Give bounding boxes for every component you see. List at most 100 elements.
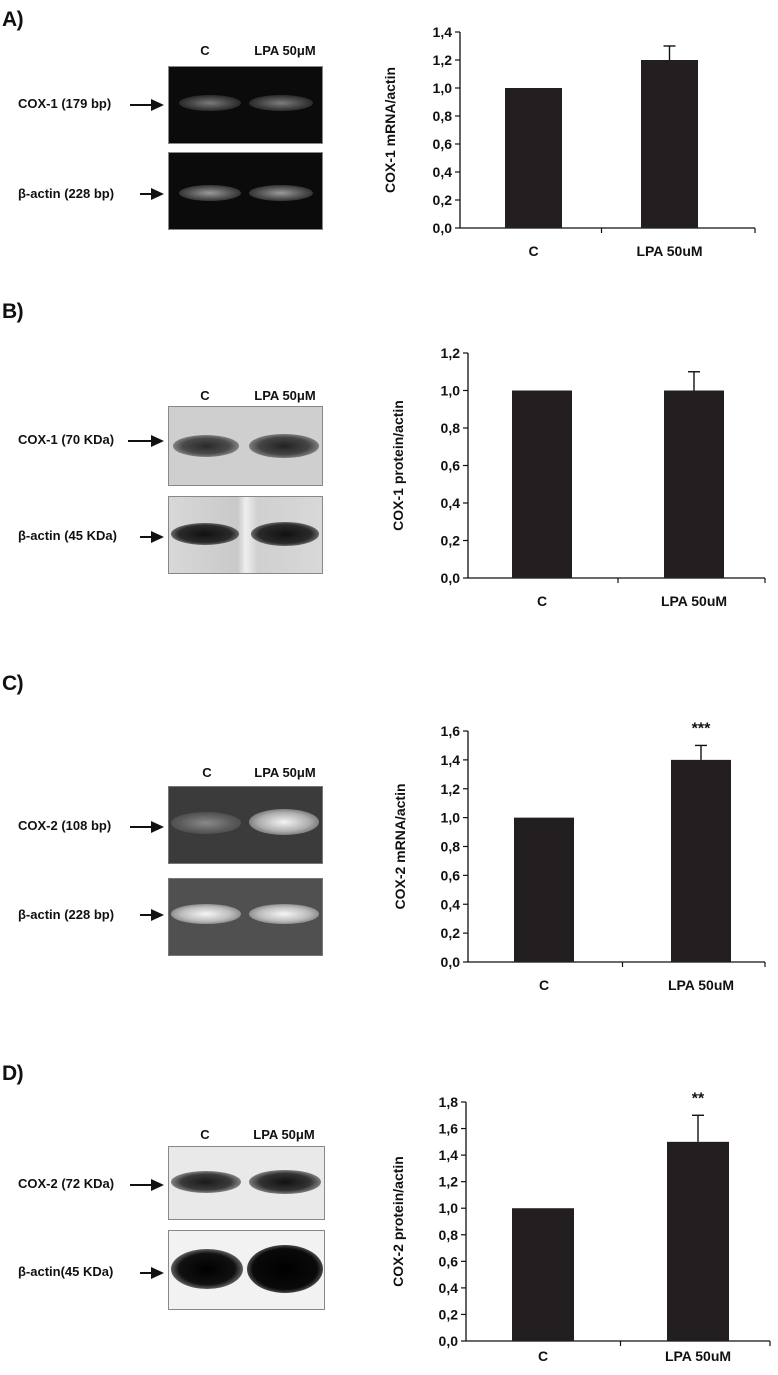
x-tick-label: C	[528, 243, 538, 259]
band-control	[171, 1249, 243, 1289]
y-tick-label: 0,8	[441, 839, 461, 855]
panel-d: D) C LPA 50μM COX-2 (72 KDa) β-actin(45 …	[0, 1020, 778, 1375]
y-tick-label: 0,0	[439, 1333, 459, 1349]
arrow-icon	[130, 99, 164, 111]
blot-label: COX-2 (72 KDa)	[18, 1176, 115, 1191]
bar	[505, 88, 562, 228]
arrow-icon	[140, 909, 164, 921]
gel-beta-actin	[168, 152, 323, 230]
x-tick-label: C	[537, 593, 547, 609]
y-tick-label: 1,0	[441, 383, 461, 399]
band-control	[179, 95, 241, 111]
y-tick-label: 1,6	[439, 1121, 459, 1137]
arrow-icon	[130, 1179, 164, 1191]
band-lpa	[247, 1245, 323, 1293]
lane-label-control: C	[202, 765, 212, 780]
bar	[641, 60, 698, 228]
y-axis-label: COX-1 mRNA/actin	[382, 67, 398, 193]
gel-cox1	[168, 66, 323, 144]
panel-label: B)	[2, 300, 24, 323]
bar	[514, 817, 574, 962]
y-axis-label: COX-2 protein/actin	[390, 1156, 406, 1287]
bar	[664, 390, 724, 578]
bar	[671, 759, 731, 962]
bar-chart: 0,0 0,2 0,4 0,6 0,8 1,0 1,2 1,4 1,6 1,8 C ** LPA 50u…	[390, 1090, 771, 1364]
lane-label-lpa: LPA 50μM	[254, 43, 316, 58]
band-lpa	[249, 1170, 321, 1194]
blot-cox2	[168, 1146, 325, 1220]
y-tick-label: 0,2	[433, 192, 453, 208]
blot-label: COX-2 (108 bp)	[18, 818, 112, 833]
blot-beta-actin	[168, 1230, 325, 1310]
panel-label: C)	[2, 672, 24, 695]
y-axis-label: COX-2 mRNA/actin	[392, 783, 408, 909]
blot-label: COX-1 (70 KDa)	[18, 432, 115, 447]
arrow-icon	[128, 435, 164, 447]
y-tick-label: 0,2	[441, 533, 461, 549]
gel-cox2	[168, 786, 323, 864]
y-tick-label: 1,2	[441, 781, 461, 797]
y-tick-label: 1,2	[441, 345, 461, 361]
band-control	[179, 185, 241, 201]
bar	[512, 1208, 574, 1341]
y-tick-label: 1,2	[439, 1174, 459, 1190]
y-tick-label: 0,8	[441, 420, 461, 436]
y-tick-label: 0,8	[439, 1227, 459, 1243]
bar-chart: 0,0 0,2 0,4 0,6 0,8 1,0 1,2 1,4 1,6 C *** LPA 50uM C…	[392, 720, 766, 993]
band-control	[173, 435, 239, 457]
band-lpa	[251, 522, 319, 546]
y-tick-label: 1,0	[441, 810, 461, 826]
x-tick-label: C	[539, 977, 549, 993]
blot-label: β-actin (45 KDa)	[18, 528, 117, 543]
panel-b: B) C LPA 50μM COX-1 (70 KDa) β-actin (45…	[0, 290, 778, 650]
lane-label-control: C	[200, 1127, 210, 1142]
y-tick-label: 0,0	[441, 570, 461, 586]
lane-label-control: C	[200, 388, 210, 403]
y-tick-label: 0,0	[441, 954, 461, 970]
gel-beta-actin	[168, 878, 323, 956]
band-lpa	[249, 434, 319, 458]
y-tick-label: 1,4	[439, 1147, 459, 1163]
y-tick-label: 1,2	[433, 52, 453, 68]
significance-label: **	[692, 1090, 705, 1107]
arrow-icon	[140, 188, 164, 200]
significance-label: ***	[692, 720, 711, 737]
band-control	[171, 523, 239, 545]
y-tick-label: 0,6	[441, 867, 461, 883]
bar-chart: 0,0 0,2 0,4 0,6 0,8 1,0 1,2 1,4 C LPA 50uM COX-1 m…	[382, 24, 756, 259]
lane-label-lpa: LPA 50μM	[254, 765, 316, 780]
blot-cox1	[168, 406, 323, 486]
blot-label: β-actin (228 bp)	[18, 907, 115, 922]
y-tick-label: 0,6	[439, 1253, 459, 1269]
band-lpa	[249, 95, 313, 111]
y-tick-label: 1,8	[439, 1094, 459, 1110]
lane-label-control: C	[200, 43, 210, 58]
blot-label: β-actin(45 KDa)	[18, 1264, 114, 1279]
band-control	[171, 904, 241, 924]
y-tick-label: 0,4	[441, 495, 461, 511]
y-tick-label: 1,6	[441, 723, 461, 739]
blot-beta-actin	[168, 496, 323, 574]
y-axis-label: COX-1 protein/actin	[390, 400, 406, 531]
panel-label: D)	[2, 1062, 24, 1085]
band-control	[171, 1171, 241, 1193]
blot-label: β-actin (228 bp)	[18, 186, 115, 201]
band-lpa	[249, 809, 319, 835]
x-tick-label: LPA 50uM	[661, 593, 727, 609]
y-tick-label: 0,8	[433, 108, 453, 124]
y-tick-label: 0,4	[441, 896, 461, 912]
x-tick-label: C	[538, 1348, 548, 1364]
lane-label-lpa: LPA 50μM	[253, 1127, 315, 1142]
bar	[667, 1141, 729, 1341]
bar	[512, 390, 572, 578]
panel-c: C) C LPA 50μM COX-2 (108 bp) β-actin (22…	[0, 650, 778, 1020]
y-tick-label: 0,6	[441, 458, 461, 474]
x-tick-label: LPA 50uM	[636, 243, 702, 259]
y-tick-label: 0,6	[433, 136, 453, 152]
arrow-icon	[140, 531, 164, 543]
y-tick-label: 0,2	[441, 925, 461, 941]
band-lpa	[249, 904, 319, 924]
y-tick-label: 0,2	[439, 1306, 459, 1322]
y-tick-label: 1,0	[433, 80, 453, 96]
y-tick-label: 0,0	[433, 220, 453, 236]
